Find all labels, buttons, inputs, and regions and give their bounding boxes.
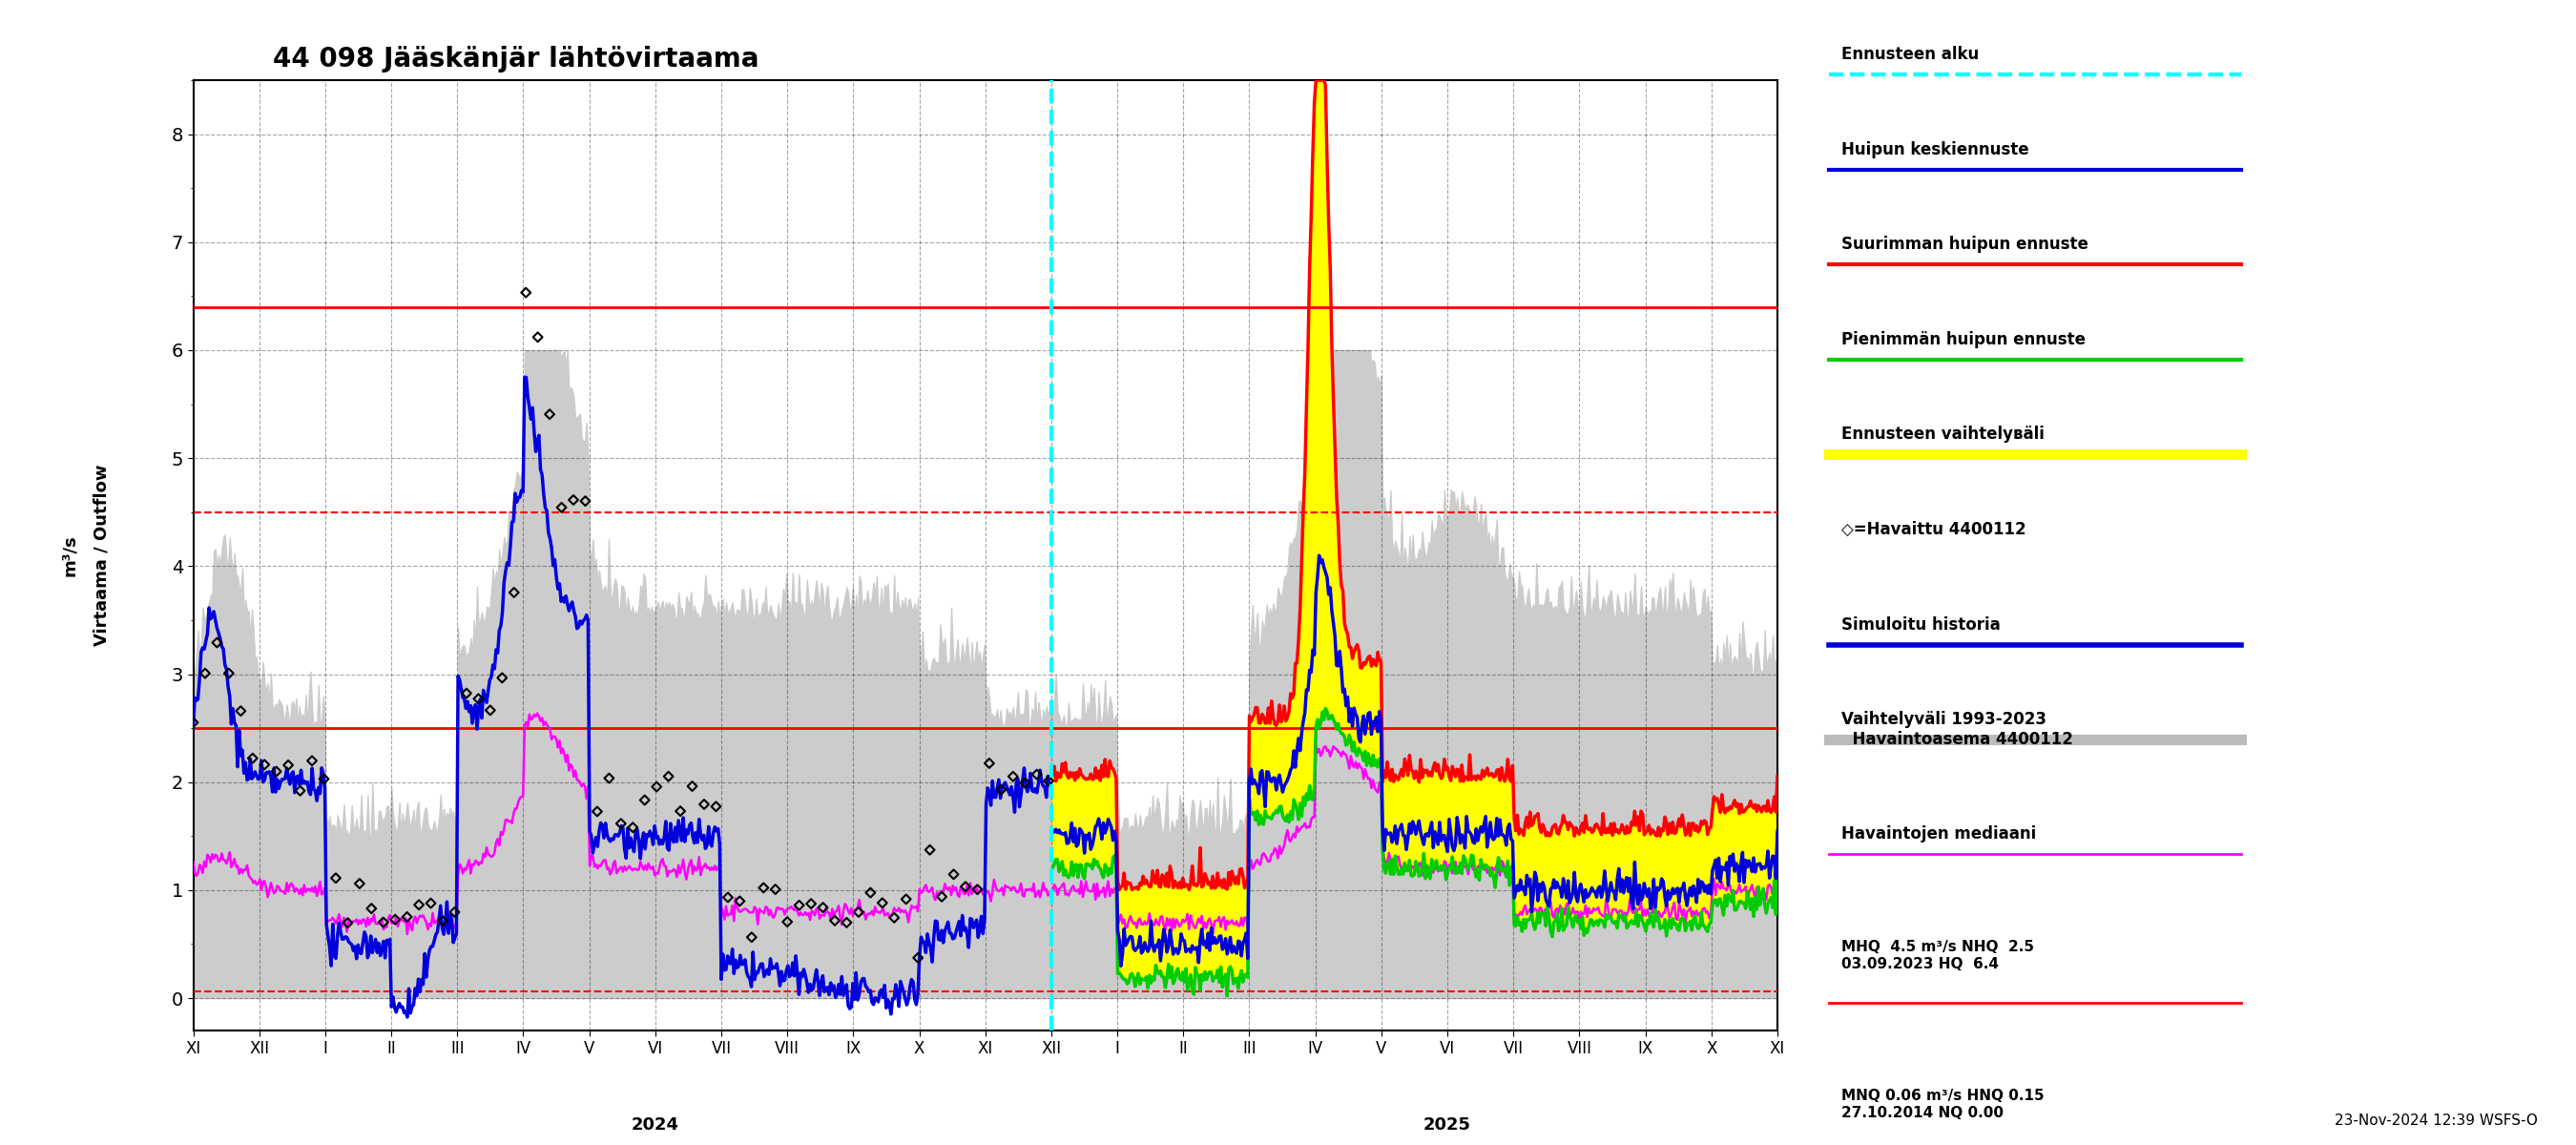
Point — [873, 908, 914, 926]
Text: MHQ  4.5 m³/s NHQ  2.5
03.09.2023 HQ  6.4: MHQ 4.5 m³/s NHQ 2.5 03.09.2023 HQ 6.4 — [1842, 940, 2035, 971]
Point — [778, 897, 819, 915]
Point — [672, 777, 714, 796]
Point — [708, 889, 750, 907]
Point — [399, 895, 440, 914]
Point — [232, 749, 273, 767]
Point — [446, 685, 487, 703]
Point — [459, 689, 500, 708]
Text: m³/s: m³/s — [62, 535, 77, 576]
Point — [518, 327, 559, 346]
Point — [219, 702, 260, 720]
Point — [410, 894, 451, 913]
Point — [768, 913, 809, 931]
Point — [291, 751, 332, 769]
Text: 2024: 2024 — [631, 1116, 680, 1134]
Point — [801, 899, 842, 917]
Point — [886, 890, 927, 908]
Point — [683, 795, 724, 813]
Point — [281, 782, 322, 800]
Text: Vaihtelуväli 1993-2023
  Havaintoasema 4400112: Vaihtelуväli 1993-2023 Havaintoasema 440… — [1842, 711, 2074, 748]
Point — [992, 767, 1033, 785]
Point — [827, 914, 868, 932]
Point — [814, 911, 855, 930]
Text: Pienimmän huipun ennuste: Pienimmän huipun ennuste — [1842, 331, 2087, 348]
Point — [613, 819, 654, 837]
Point — [196, 633, 237, 652]
Text: Ennusteen alku: Ennusteen alku — [1842, 46, 1978, 63]
Point — [850, 884, 891, 902]
Point — [327, 914, 368, 932]
Point — [255, 763, 296, 781]
Point — [896, 949, 938, 968]
Point — [374, 910, 415, 929]
Point — [587, 769, 629, 788]
Point — [1015, 765, 1056, 783]
Point — [469, 701, 510, 719]
Text: Havaintojen mediaani: Havaintojen mediaani — [1842, 826, 2038, 843]
Point — [732, 929, 773, 947]
Point — [647, 767, 688, 785]
Text: 44 098 Jääskänjär lähtövirtaama: 44 098 Jääskänjär lähtövirtaama — [273, 46, 757, 72]
Point — [541, 498, 582, 516]
Point — [755, 881, 796, 899]
Point — [659, 802, 701, 820]
Point — [554, 491, 595, 510]
Point — [433, 903, 474, 922]
Point — [922, 887, 963, 906]
Point — [719, 892, 760, 910]
Point — [945, 877, 987, 895]
Text: Huipun keskiennuste: Huipun keskiennuste — [1842, 141, 2030, 158]
Text: Suurimman huipun ennuste: Suurimman huipun ennuste — [1842, 236, 2089, 253]
Text: MNQ 0.06 m³/s HNQ 0.15
27.10.2014 NQ 0.00: MNQ 0.06 m³/s HNQ 0.15 27.10.2014 NQ 0.0… — [1842, 1089, 2045, 1120]
Text: Ennusteen vaihtelувäli: Ennusteen vaihtelувäli — [1842, 426, 2045, 443]
Point — [495, 583, 536, 601]
Point — [350, 899, 392, 917]
Text: Virtaama / Outflow: Virtaama / Outflow — [93, 465, 111, 646]
Point — [981, 781, 1023, 799]
Point — [304, 769, 345, 788]
Point — [422, 911, 464, 930]
Point — [340, 875, 381, 893]
Point — [245, 756, 286, 774]
Point — [505, 284, 546, 302]
Point — [909, 840, 951, 859]
Point — [482, 669, 523, 687]
Point — [956, 881, 997, 899]
Point — [696, 797, 737, 815]
Point — [863, 894, 904, 913]
Point — [528, 405, 569, 424]
Point — [837, 903, 878, 922]
Point — [791, 894, 832, 913]
Point — [564, 492, 605, 511]
Point — [363, 913, 404, 931]
Point — [1005, 774, 1046, 792]
Text: Simuloitu historia: Simuloitu historia — [1842, 616, 2002, 633]
Point — [185, 664, 227, 682]
Text: 23-Nov-2024 12:39 WSFS-O: 23-Nov-2024 12:39 WSFS-O — [2334, 1113, 2537, 1128]
Text: ◇=Havaittu 4400112: ◇=Havaittu 4400112 — [1842, 521, 2027, 538]
Point — [577, 803, 618, 821]
Point — [742, 878, 783, 897]
Point — [268, 756, 309, 774]
Text: 2025: 2025 — [1425, 1116, 1471, 1134]
Point — [600, 814, 641, 832]
Point — [623, 791, 665, 810]
Point — [314, 869, 355, 887]
Point — [386, 908, 428, 926]
Point — [969, 755, 1010, 773]
Point — [636, 777, 677, 796]
Point — [1028, 772, 1069, 790]
Point — [173, 713, 214, 732]
Point — [933, 866, 974, 884]
Point — [209, 664, 250, 682]
